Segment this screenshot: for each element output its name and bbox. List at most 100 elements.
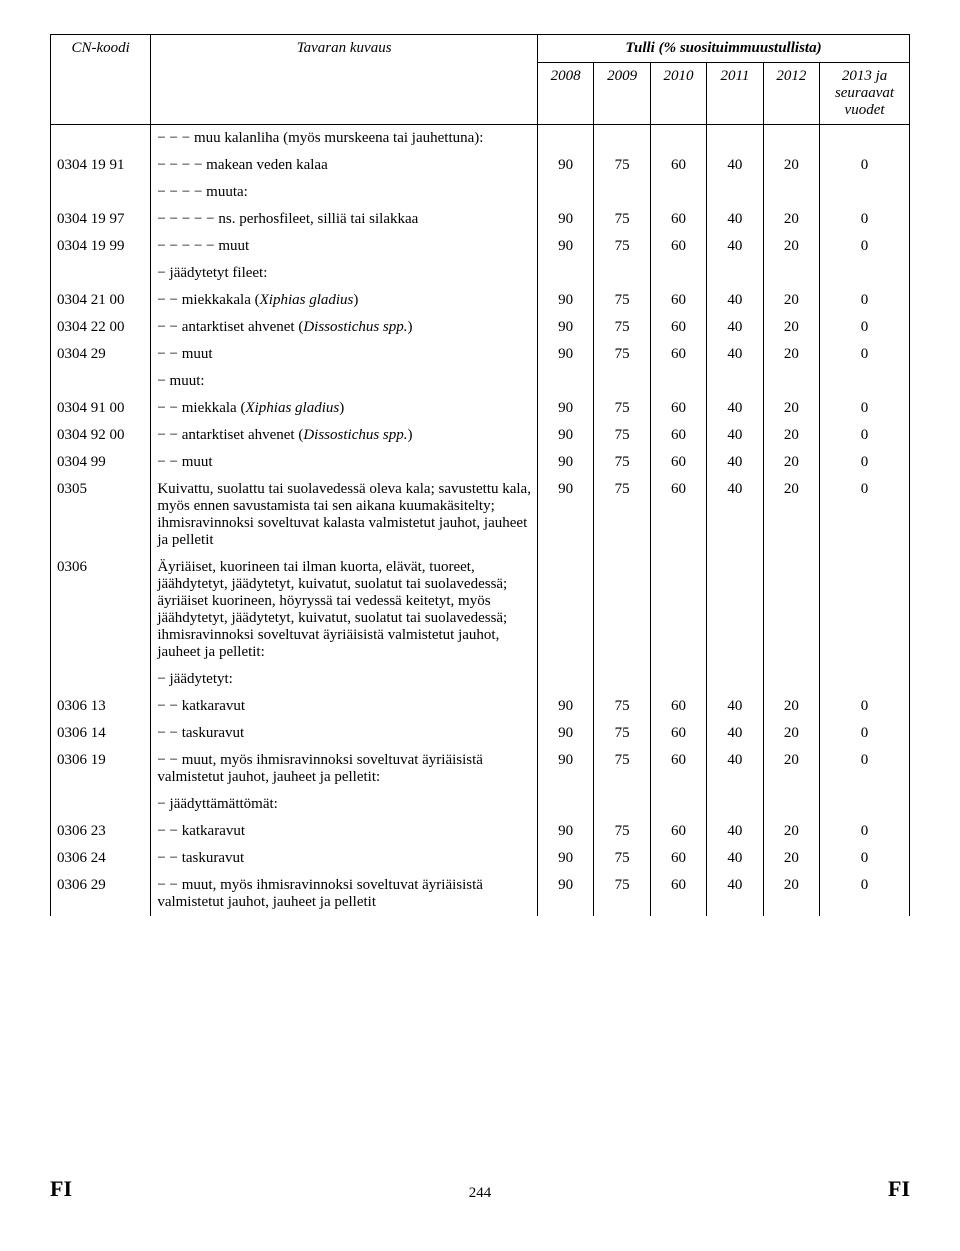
cell-value <box>820 666 910 693</box>
cell-value: 90 <box>537 693 593 720</box>
cell-value: 0 <box>820 720 910 747</box>
cell-description: − jäädyttämättömät: <box>151 791 538 818</box>
table-row: − muut: <box>51 368 910 395</box>
table-row: 0304 99− − muut90756040200 <box>51 449 910 476</box>
col-cn-koodi: CN-koodi <box>51 35 151 125</box>
cell-value: 40 <box>707 476 763 554</box>
table-row: 0304 92 00− − antarktiset ahvenet (Disso… <box>51 422 910 449</box>
cell-value: 60 <box>650 872 706 916</box>
cell-cn-code: 0306 14 <box>51 720 151 747</box>
table-row: 0304 19 99− − − − − muut90756040200 <box>51 233 910 260</box>
cell-value: 20 <box>763 693 819 720</box>
cell-value: 20 <box>763 314 819 341</box>
cell-cn-code: 0304 29 <box>51 341 151 368</box>
cell-cn-code <box>51 791 151 818</box>
cell-cn-code: 0306 29 <box>51 872 151 916</box>
col-year: 2008 <box>537 63 593 125</box>
table-row: 0306 13− − katkaravut90756040200 <box>51 693 910 720</box>
cell-description: − − antarktiset ahvenet (Dissostichus sp… <box>151 314 538 341</box>
cell-value <box>707 368 763 395</box>
cell-value <box>763 260 819 287</box>
cell-value <box>763 368 819 395</box>
cell-value <box>707 554 763 666</box>
col-year: 2010 <box>650 63 706 125</box>
table-row: 0304 22 00− − antarktiset ahvenet (Disso… <box>51 314 910 341</box>
cell-value: 0 <box>820 206 910 233</box>
cell-value: 60 <box>650 845 706 872</box>
cell-value <box>650 125 706 153</box>
table-row: 0306 19− − muut, myös ihmisravinnoksi so… <box>51 747 910 791</box>
cell-cn-code: 0306 13 <box>51 693 151 720</box>
cell-value <box>537 260 593 287</box>
cell-value <box>820 368 910 395</box>
cell-value <box>820 554 910 666</box>
cell-value: 60 <box>650 395 706 422</box>
cell-value <box>707 179 763 206</box>
cell-description: − − miekkakala (Xiphias gladius) <box>151 287 538 314</box>
cell-description: − − muut, myös ihmisravinnoksi soveltuva… <box>151 747 538 791</box>
cell-value: 75 <box>594 341 650 368</box>
cell-value: 75 <box>594 422 650 449</box>
cell-value: 90 <box>537 845 593 872</box>
cell-value: 20 <box>763 233 819 260</box>
cell-value: 60 <box>650 233 706 260</box>
cell-value <box>763 125 819 153</box>
cell-value: 90 <box>537 341 593 368</box>
cell-value: 0 <box>820 693 910 720</box>
cell-value <box>594 179 650 206</box>
cell-value <box>594 368 650 395</box>
cell-value: 75 <box>594 720 650 747</box>
cell-value: 40 <box>707 341 763 368</box>
cell-value: 40 <box>707 818 763 845</box>
footer-right: FI <box>888 1176 910 1202</box>
col-year: 2012 <box>763 63 819 125</box>
cell-cn-code: 0306 23 <box>51 818 151 845</box>
cell-value <box>650 791 706 818</box>
cell-cn-code: 0306 <box>51 554 151 666</box>
col-year: 2011 <box>707 63 763 125</box>
table-row: 0304 19 91− − − − makean veden kalaa9075… <box>51 152 910 179</box>
cell-cn-code: 0304 21 00 <box>51 287 151 314</box>
cell-value: 60 <box>650 449 706 476</box>
cell-value <box>707 666 763 693</box>
cell-value <box>537 666 593 693</box>
cell-description: − − miekkala (Xiphias gladius) <box>151 395 538 422</box>
cell-description: − − katkaravut <box>151 818 538 845</box>
cell-value: 60 <box>650 476 706 554</box>
cell-value: 90 <box>537 747 593 791</box>
cell-value <box>650 260 706 287</box>
cell-value: 90 <box>537 720 593 747</box>
table-row: 0306 24− − taskuravut90756040200 <box>51 845 910 872</box>
table-row: − jäädytetyt fileet: <box>51 260 910 287</box>
cell-value: 90 <box>537 395 593 422</box>
cell-description: − − − − − muut <box>151 233 538 260</box>
cell-value: 40 <box>707 449 763 476</box>
cell-value <box>594 791 650 818</box>
cell-cn-code: 0305 <box>51 476 151 554</box>
cell-value: 20 <box>763 206 819 233</box>
cell-value <box>537 125 593 153</box>
cell-value: 90 <box>537 287 593 314</box>
cell-value: 40 <box>707 206 763 233</box>
table-row: 0306 23− − katkaravut90756040200 <box>51 818 910 845</box>
cell-value <box>594 260 650 287</box>
cell-cn-code: 0304 92 00 <box>51 422 151 449</box>
cell-value <box>650 554 706 666</box>
cell-description: − − antarktiset ahvenet (Dissostichus sp… <box>151 422 538 449</box>
cell-value: 90 <box>537 152 593 179</box>
cell-value: 60 <box>650 152 706 179</box>
cell-value: 60 <box>650 314 706 341</box>
table-row: 0305Kuivattu, suolattu tai suolavedessä … <box>51 476 910 554</box>
cell-value: 60 <box>650 287 706 314</box>
cell-value <box>763 666 819 693</box>
cell-value: 60 <box>650 693 706 720</box>
cell-value: 90 <box>537 818 593 845</box>
cell-value: 20 <box>763 449 819 476</box>
cell-value <box>820 179 910 206</box>
cell-value: 20 <box>763 152 819 179</box>
cell-description: − muut: <box>151 368 538 395</box>
cell-value: 40 <box>707 152 763 179</box>
cell-description: − − muut, myös ihmisravinnoksi soveltuva… <box>151 872 538 916</box>
table-row: 0304 29− − muut90756040200 <box>51 341 910 368</box>
col-year: 2009 <box>594 63 650 125</box>
